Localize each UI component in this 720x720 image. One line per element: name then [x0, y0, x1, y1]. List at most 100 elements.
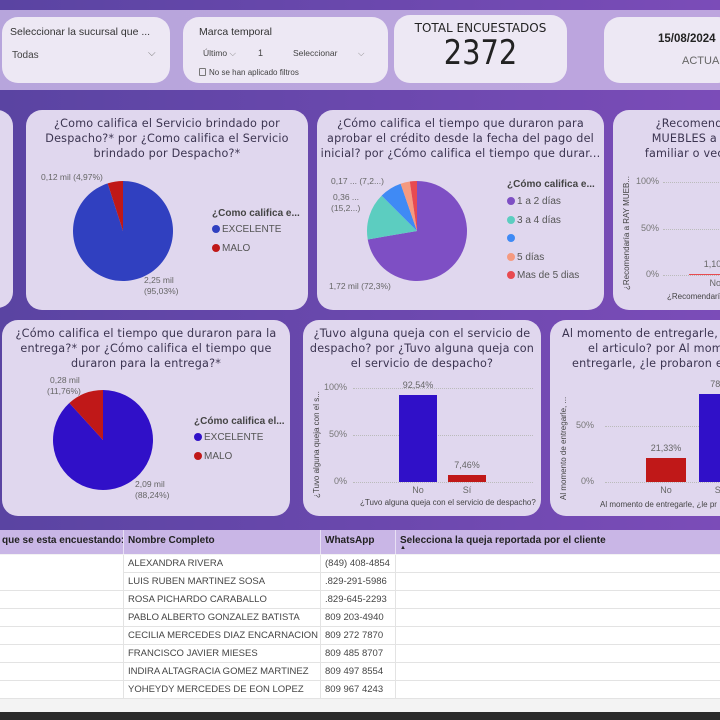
update-date: 15/08/2024 [658, 33, 716, 45]
bar[interactable] [399, 395, 437, 482]
table-cell-queja [395, 681, 720, 699]
bar[interactable] [448, 474, 486, 482]
data-label: 92,54% [402, 380, 434, 390]
data-label: 7,46% [454, 459, 480, 470]
branch-dropdown[interactable]: Todas ⌵ [10, 48, 160, 66]
data-label-3-4-pct: (15,2...) [331, 203, 361, 213]
y-tick-label: 100% [323, 382, 347, 392]
pie-slice[interactable] [367, 195, 417, 240]
table-cell [0, 591, 123, 609]
table-cell-name: PABLO ALBERTO GONZALEZ BATISTA [123, 609, 320, 627]
bar[interactable] [646, 458, 686, 482]
pie-chart [52, 390, 153, 490]
x-axis-label: ¿Recomendaría [667, 292, 720, 301]
sort-ascending-icon: ▲ [400, 545, 406, 551]
chevron-down-icon: ⌵ [358, 48, 365, 58]
y-tick-label: 0% [333, 476, 347, 486]
column-header[interactable]: que se esta encuestando: [0, 530, 123, 554]
table-cell-queja [395, 627, 720, 645]
data-label-excelente: 2,09 mil [135, 479, 165, 489]
update-label: ACTUA [682, 55, 720, 67]
table-cell-phone: .829-291-5986 [320, 573, 395, 591]
table-cell [0, 573, 123, 591]
y-tick-label: 50% [640, 222, 659, 233]
data-label-malo: 0,28 mil [50, 375, 80, 385]
column-header-queja[interactable]: Selecciona la queja reportada por el cli… [395, 530, 720, 554]
table-cell-queja [395, 555, 720, 573]
relative-unit-dropdown[interactable]: Seleccionar ⌵ [293, 48, 368, 58]
product-test-bar-card: Al momento de entregarle, ¿ el articulo? … [550, 320, 720, 516]
data-label: 21,33% [650, 443, 682, 454]
chart-title: ¿Tuvo alguna queja con el servicio de des… [309, 327, 535, 370]
table-cell-name: ALEXANDRA RIVERA [123, 555, 320, 573]
legend-item-malo[interactable]: MALO [212, 243, 250, 254]
x-tick-label: Sí [462, 485, 472, 495]
x-tick-label: No [412, 485, 424, 495]
total-respondents-card: TOTAL ENCUESTADOS 2372 [394, 15, 567, 83]
y-tick-label: 50% [328, 429, 347, 439]
table-cell [0, 555, 123, 573]
legend-item-excelente[interactable]: EXCELENTE [194, 432, 263, 443]
x-tick-label: No [660, 485, 672, 495]
relative-count-input[interactable]: 1 [258, 48, 264, 58]
legend-item[interactable]: 1 a 2 días [507, 196, 561, 207]
legend-item[interactable]: 3 a 4 días [507, 215, 561, 226]
table-cell-name: FRANCISCO JAVIER MIESES [123, 645, 320, 663]
dispatch-complaint-bar-card: ¿Tuvo alguna queja con el servicio de des… [303, 320, 541, 516]
table-cell-phone: .829-645-2293 [320, 591, 395, 609]
data-label-excelente-pct: (95,03%) [144, 286, 179, 296]
table-cell-name: INDIRA ALTAGRACIA GOMEZ MARTINEZ [123, 663, 320, 681]
y-tick-label: 0% [645, 269, 659, 279]
pie-slice[interactable] [367, 181, 467, 281]
kpi-label: TOTAL ENCUESTADOS [414, 21, 547, 35]
filter-status-text: No se han aplicado filtros [209, 68, 299, 77]
legend-title: ¿Cómo califica el... [194, 416, 285, 427]
gridline [663, 182, 720, 183]
data-label-malo-pct: (11,76%) [47, 386, 81, 396]
legend-item[interactable]: 5 días [507, 252, 544, 263]
relative-mode-dropdown[interactable]: Último ⌵ [203, 48, 236, 59]
gridline [663, 228, 720, 230]
recommend-bar-card: ¿RecomendarMUEBLES a algfamiliar o vecin… [613, 110, 720, 310]
responses-table: que se esta encuestando: Nombre Completo… [0, 530, 720, 712]
pie-slice[interactable] [381, 183, 417, 231]
table-cell-name: ROSA PICHARDO CARABALLO [123, 591, 320, 609]
column-header-whatsapp[interactable]: WhatsApp [320, 530, 395, 554]
data-label: 1,10% [703, 258, 720, 269]
filter-status: No se han aplicado filtros [199, 68, 299, 77]
branch-value: Todas [12, 50, 39, 61]
x-axis-label: ¿Tuvo alguna queja con el servicio de de… [360, 498, 536, 507]
chart-title: ¿Cómo califica el tiempo que duraron par… [320, 117, 601, 160]
update-date-card: 15/08/2024 ACTUA [604, 17, 720, 83]
bar[interactable] [689, 273, 720, 276]
data-label: 78,6 [710, 378, 720, 389]
legend-title: ¿Como califica e... [212, 208, 300, 219]
table-cell-name: LUIS RUBEN MARTINEZ SOSA [123, 573, 320, 591]
data-label-excelente: 2,25 mil [144, 275, 174, 285]
table-cell-queja [395, 663, 720, 681]
pie-slice[interactable] [400, 181, 417, 231]
pie-chart [367, 181, 467, 281]
data-label-3-4: 0,36 ... [333, 192, 359, 202]
legend-item[interactable]: Mas de 5 dias [507, 270, 579, 281]
pie-slice[interactable] [107, 181, 123, 231]
pie-slice[interactable] [409, 181, 417, 231]
legend-item-malo[interactable]: MALO [194, 451, 232, 462]
gridline [663, 275, 720, 276]
table-cell-name: YOHEYDY MERCEDES DE EON LOPEZ [123, 681, 320, 699]
chart-title: Al momento de entregarle, ¿ el articulo? … [562, 327, 720, 370]
data-label-1-2: 1,72 mil (72,3%) [329, 281, 391, 291]
time-slicer-label: Marca temporal [199, 26, 272, 38]
legend-item[interactable] [507, 233, 517, 244]
column-header-nombre[interactable]: Nombre Completo [123, 530, 320, 554]
table-cell-queja [395, 645, 720, 663]
branch-slicer-label: Seleccionar la sucursal que ... [10, 26, 151, 38]
data-label-malo: 0,12 mil (4,97%) [41, 172, 103, 182]
table-cell [0, 663, 123, 681]
kpi-value: 2372 [443, 33, 518, 73]
legend-dot [212, 244, 220, 252]
x-tick-label: No. [709, 278, 720, 288]
legend-item-excelente[interactable]: EXCELENTE [212, 224, 281, 235]
bar[interactable] [699, 393, 720, 482]
pie-slice[interactable] [69, 390, 103, 440]
